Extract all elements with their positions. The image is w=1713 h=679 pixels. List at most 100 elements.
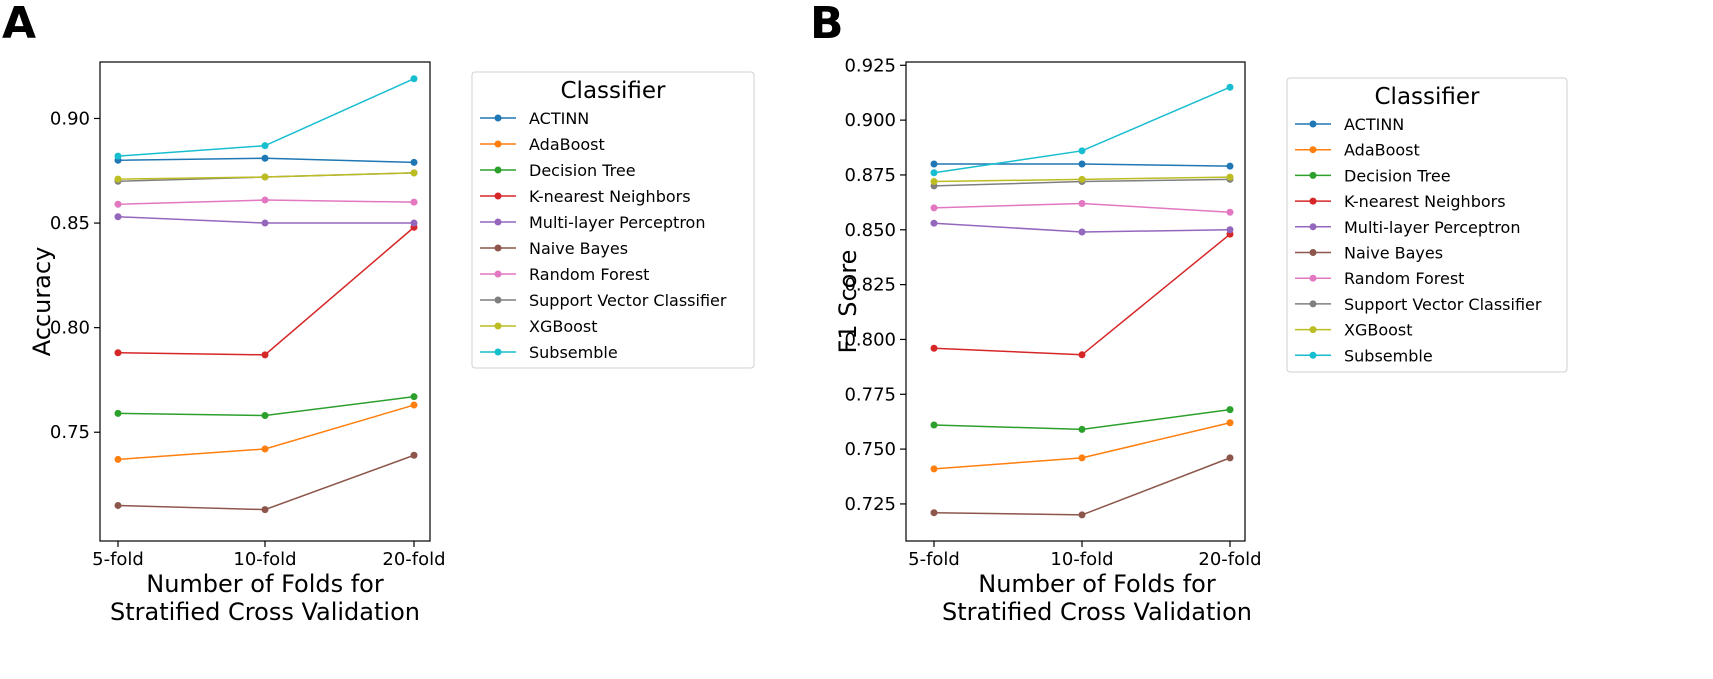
data-point-k-nearest-neighbors [930, 344, 938, 352]
data-point-adaboost [114, 455, 122, 463]
legend-label-random-forest: Random Forest [529, 265, 649, 284]
y-axis-label: F1 Score [834, 250, 862, 354]
legend-marker-naive-bayes [1309, 249, 1317, 256]
legend-marker-k-nearest-neighbors [494, 192, 502, 200]
legend-box [471, 71, 755, 369]
data-point-subsemble [1078, 147, 1086, 155]
data-point-actinn [261, 154, 269, 162]
y-tick-label: 0.925 [844, 55, 896, 76]
legend-label-xgboost: XGBoost [529, 317, 598, 336]
data-point-multi-layer-perceptron [261, 219, 269, 227]
data-point-adaboost [410, 401, 418, 409]
legend-marker-xgboost [1309, 326, 1317, 334]
data-point-multi-layer-perceptron [114, 213, 122, 221]
legend-label-support-vector-classifier: Support Vector Classifier [1344, 295, 1542, 314]
y-tick-label: 0.775 [844, 384, 896, 405]
legend-label-naive-bayes: Naive Bayes [529, 239, 628, 258]
legend-marker-adaboost [1309, 146, 1317, 154]
legend-marker-random-forest [1309, 274, 1317, 282]
data-point-subsemble [1226, 83, 1234, 91]
legend-marker-subsemble [1309, 351, 1317, 359]
data-point-multi-layer-perceptron [930, 219, 938, 227]
data-point-decision-tree [930, 421, 938, 429]
x-axis-label: Stratified Cross Validation [110, 598, 420, 626]
legend-box [1286, 77, 1568, 373]
legend-marker-random-forest [494, 270, 502, 278]
panel-b: B 0.725 0.750 0.775 0.800 0.825 0.850 0.875 0.90… [810, 0, 1568, 626]
data-point-multi-layer-perceptron [1078, 228, 1086, 236]
legend-label-subsemble: Subsemble [1344, 346, 1433, 365]
series-line-subsemble [933, 86, 1231, 174]
data-point-xgboost [114, 175, 122, 183]
series-line-k-nearest-neighbors [117, 226, 415, 356]
legend-marker-k-nearest-neighbors [1309, 197, 1317, 205]
legend-marker-multi-layer-perceptron [1309, 223, 1317, 231]
panel-letter: B [810, 0, 844, 49]
data-point-actinn [410, 158, 418, 166]
legend-label-k-nearest-neighbors: K-nearest Neighbors [529, 187, 691, 206]
legend-marker-actinn [1309, 120, 1317, 128]
legend-marker-support-vector-classifier [1309, 300, 1317, 308]
x-axis-label: Stratified Cross Validation [942, 598, 1252, 626]
legend-label-decision-tree: Decision Tree [529, 161, 636, 180]
legend-marker-multi-layer-perceptron [494, 218, 502, 226]
legend-label-actinn: ACTINN [529, 109, 589, 128]
data-point-xgboost [930, 178, 938, 186]
data-point-k-nearest-neighbors [261, 351, 269, 359]
y-tick-label: 0.800 [844, 329, 896, 350]
x-tick-label: 20-fold [1198, 549, 1261, 570]
legend-title: Classifier [561, 78, 667, 104]
data-point-decision-tree [1226, 406, 1234, 414]
data-point-naive-bayes [1078, 511, 1086, 519]
panel-letter: A [2, 0, 36, 49]
data-point-decision-tree [1078, 425, 1086, 433]
data-point-random-forest [410, 198, 418, 206]
data-point-subsemble [114, 152, 122, 160]
legend-label-random-forest: Random Forest [1344, 269, 1464, 288]
data-point-actinn [1078, 160, 1086, 168]
y-axis-label: Accuracy [28, 247, 56, 357]
legend-marker-decision-tree [1309, 171, 1317, 179]
legend: Classifier ACTINN AdaBoost Decision Tree K-n… [1286, 77, 1568, 373]
data-point-naive-bayes [930, 509, 938, 517]
legend-title: Classifier [1375, 84, 1481, 110]
legend: Classifier ACTINN AdaBoost Decision Tree K-n… [471, 71, 755, 369]
data-point-random-forest [1078, 199, 1086, 207]
x-tick-label: 10-fold [1050, 549, 1113, 570]
y-tick-label: 0.725 [844, 494, 896, 515]
series-line-k-nearest-neighbors [933, 233, 1231, 356]
data-point-adaboost [1078, 454, 1086, 462]
data-point-decision-tree [261, 411, 269, 419]
data-point-k-nearest-neighbors [114, 349, 122, 357]
legend-label-subsemble: Subsemble [529, 343, 618, 362]
data-point-random-forest [1226, 208, 1234, 216]
legend-label-actinn: ACTINN [1344, 115, 1404, 134]
data-point-adaboost [1226, 419, 1234, 427]
data-point-subsemble [930, 169, 938, 177]
y-tick-label: 0.90 [50, 108, 90, 129]
legend-marker-decision-tree [494, 166, 502, 174]
data-point-decision-tree [114, 409, 122, 417]
legend-label-k-nearest-neighbors: K-nearest Neighbors [1344, 192, 1506, 211]
legend-marker-naive-bayes [494, 244, 502, 252]
legend-marker-support-vector-classifier [494, 296, 502, 304]
data-point-naive-bayes [114, 501, 122, 509]
x-axis-label: Number of Folds for [146, 570, 384, 598]
y-tick-label: 0.80 [50, 318, 90, 339]
y-tick-label: 0.75 [50, 422, 90, 443]
series-line-naive-bayes [933, 457, 1231, 516]
x-tick-label: 10-fold [233, 549, 296, 570]
legend-label-support-vector-classifier: Support Vector Classifier [529, 291, 727, 310]
data-point-random-forest [261, 196, 269, 204]
data-point-naive-bayes [1226, 454, 1234, 462]
data-point-adaboost [261, 445, 269, 453]
legend-marker-xgboost [494, 322, 502, 330]
series-line-naive-bayes [117, 454, 415, 511]
legend-label-multi-layer-perceptron: Multi-layer Perceptron [529, 213, 705, 232]
x-tick-label: 5-fold [908, 549, 960, 570]
legend-label-xgboost: XGBoost [1344, 321, 1413, 340]
plot-frame [905, 61, 1246, 542]
legend-marker-subsemble [494, 348, 502, 356]
data-point-xgboost [1078, 175, 1086, 183]
